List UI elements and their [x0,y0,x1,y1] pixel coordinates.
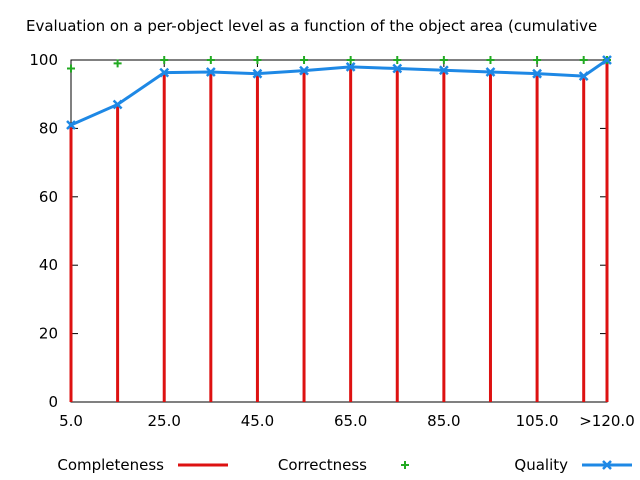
y-tick-label: 40 [39,256,58,274]
quality-point [392,63,403,74]
y-tick-label: 80 [39,119,58,137]
quality-point [438,65,449,76]
quality-point [299,65,309,76]
correctness-point [393,56,402,64]
correctness-point [486,56,495,64]
quality-point [602,55,612,65]
completeness-series [69,60,609,402]
x-tick-label: 65.0 [334,412,367,430]
correctness-point [253,56,262,64]
y-tick-label: 0 [48,393,58,411]
x-axis: 5.0 25.0 45.0 65.0 85.0 105.0 >120.0 [59,60,635,430]
legend-swatch-correctness [401,461,409,469]
y-tick-label: 20 [39,325,58,343]
legend: Completeness Correctness Quality [57,456,632,474]
quality-point [485,67,496,77]
legend-label-completeness: Completeness [57,456,164,474]
correctness-point [533,56,542,64]
quality-point [205,67,216,77]
quality-point [578,71,589,81]
x-tick-label: 25.0 [148,412,181,430]
quality-point [66,120,76,130]
quality-line [70,58,608,127]
x-tick-label: 85.0 [427,412,460,430]
legend-label-quality: Quality [514,456,568,474]
quality-point [345,61,356,72]
x-tick-label: 105.0 [516,412,559,430]
chart-title: Evaluation on a per-object level as a fu… [26,17,597,35]
quality-point [252,68,263,79]
x-tick-label: 45.0 [241,412,274,430]
correctness-point [579,56,588,64]
correctness-point [300,56,309,64]
quality-point [112,99,123,110]
x-tick-label: 5.0 [59,412,83,430]
correctness-point [346,56,355,64]
correctness-point [67,64,75,73]
correctness-point [206,56,215,64]
y-tick-label: 60 [39,188,58,206]
quality-point [159,67,170,78]
quality-point [532,68,542,79]
y-tick-label: 100 [29,51,58,69]
correctness-point [113,59,122,68]
legend-label-correctness: Correctness [278,456,367,474]
x-tick-label: >120.0 [579,412,635,430]
quality-series [66,55,612,130]
legend-marker-quality [602,460,612,470]
correctness-point [160,56,169,64]
correctness-point [439,56,448,64]
y-axis: 0 20 40 60 80 100 [29,51,607,411]
correctness-series [67,56,611,73]
plot-frame [70,59,608,403]
